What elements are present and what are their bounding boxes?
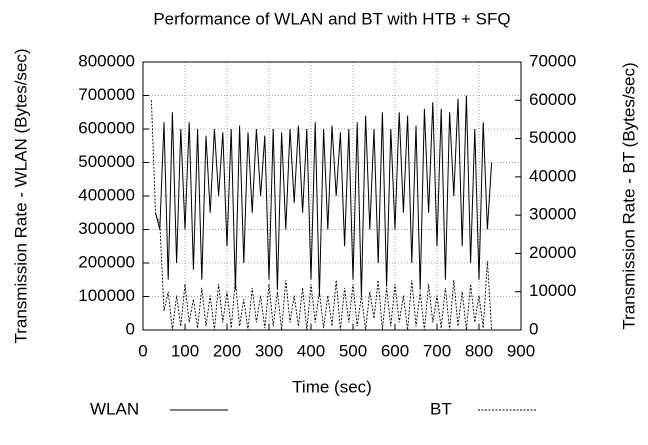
y-tick-label: 300000 (78, 219, 135, 238)
y-tick-label: 500000 (78, 152, 135, 171)
y-tick-label: 400000 (78, 185, 135, 204)
x-tick-label: 700 (423, 341, 451, 360)
y-tick-label: 700000 (78, 85, 135, 104)
x-axis-label: Time (sec) (292, 377, 372, 396)
x-tick-label: 400 (297, 341, 325, 360)
y2-tick-label: 0 (529, 319, 538, 338)
y-tick-label: 100000 (78, 286, 135, 305)
y2-tick-label: 60000 (529, 90, 576, 109)
y-tick-label: 600000 (78, 118, 135, 137)
x-tick-label: 800 (465, 341, 493, 360)
x-tick-label: 100 (171, 341, 199, 360)
series-line (155, 95, 493, 297)
y2-tick-label: 30000 (529, 205, 576, 224)
x-tick-label: 600 (381, 341, 409, 360)
y-tick-label: 0 (126, 319, 135, 338)
y2-tick-label: 40000 (529, 166, 576, 185)
legend-label: WLAN (90, 399, 139, 418)
y-axis-label: Transmission Rate - WLAN (Bytes/sec) (11, 48, 30, 343)
y2-tick-label: 10000 (529, 281, 576, 300)
legend-label: BT (430, 399, 452, 418)
plot-frame (142, 61, 522, 331)
series-line (150, 100, 493, 331)
x-tick-label: 500 (339, 341, 367, 360)
x-tick-label: 300 (255, 341, 283, 360)
y2-tick-label: 50000 (529, 128, 576, 147)
y2-axis-label: Transmission Rate - BT (Bytes/sec) (619, 62, 638, 329)
x-tick-label: 200 (213, 341, 241, 360)
x-tick-label: 900 (507, 341, 535, 360)
y-tick-label: 800000 (78, 51, 135, 70)
y2-tick-label: 20000 (529, 243, 576, 262)
y-tick-label: 200000 (78, 252, 135, 271)
x-tick-label: 0 (138, 341, 147, 360)
chart-title: Performance of WLAN and BT with HTB + SF… (153, 9, 510, 28)
y2-tick-label: 70000 (529, 51, 576, 70)
